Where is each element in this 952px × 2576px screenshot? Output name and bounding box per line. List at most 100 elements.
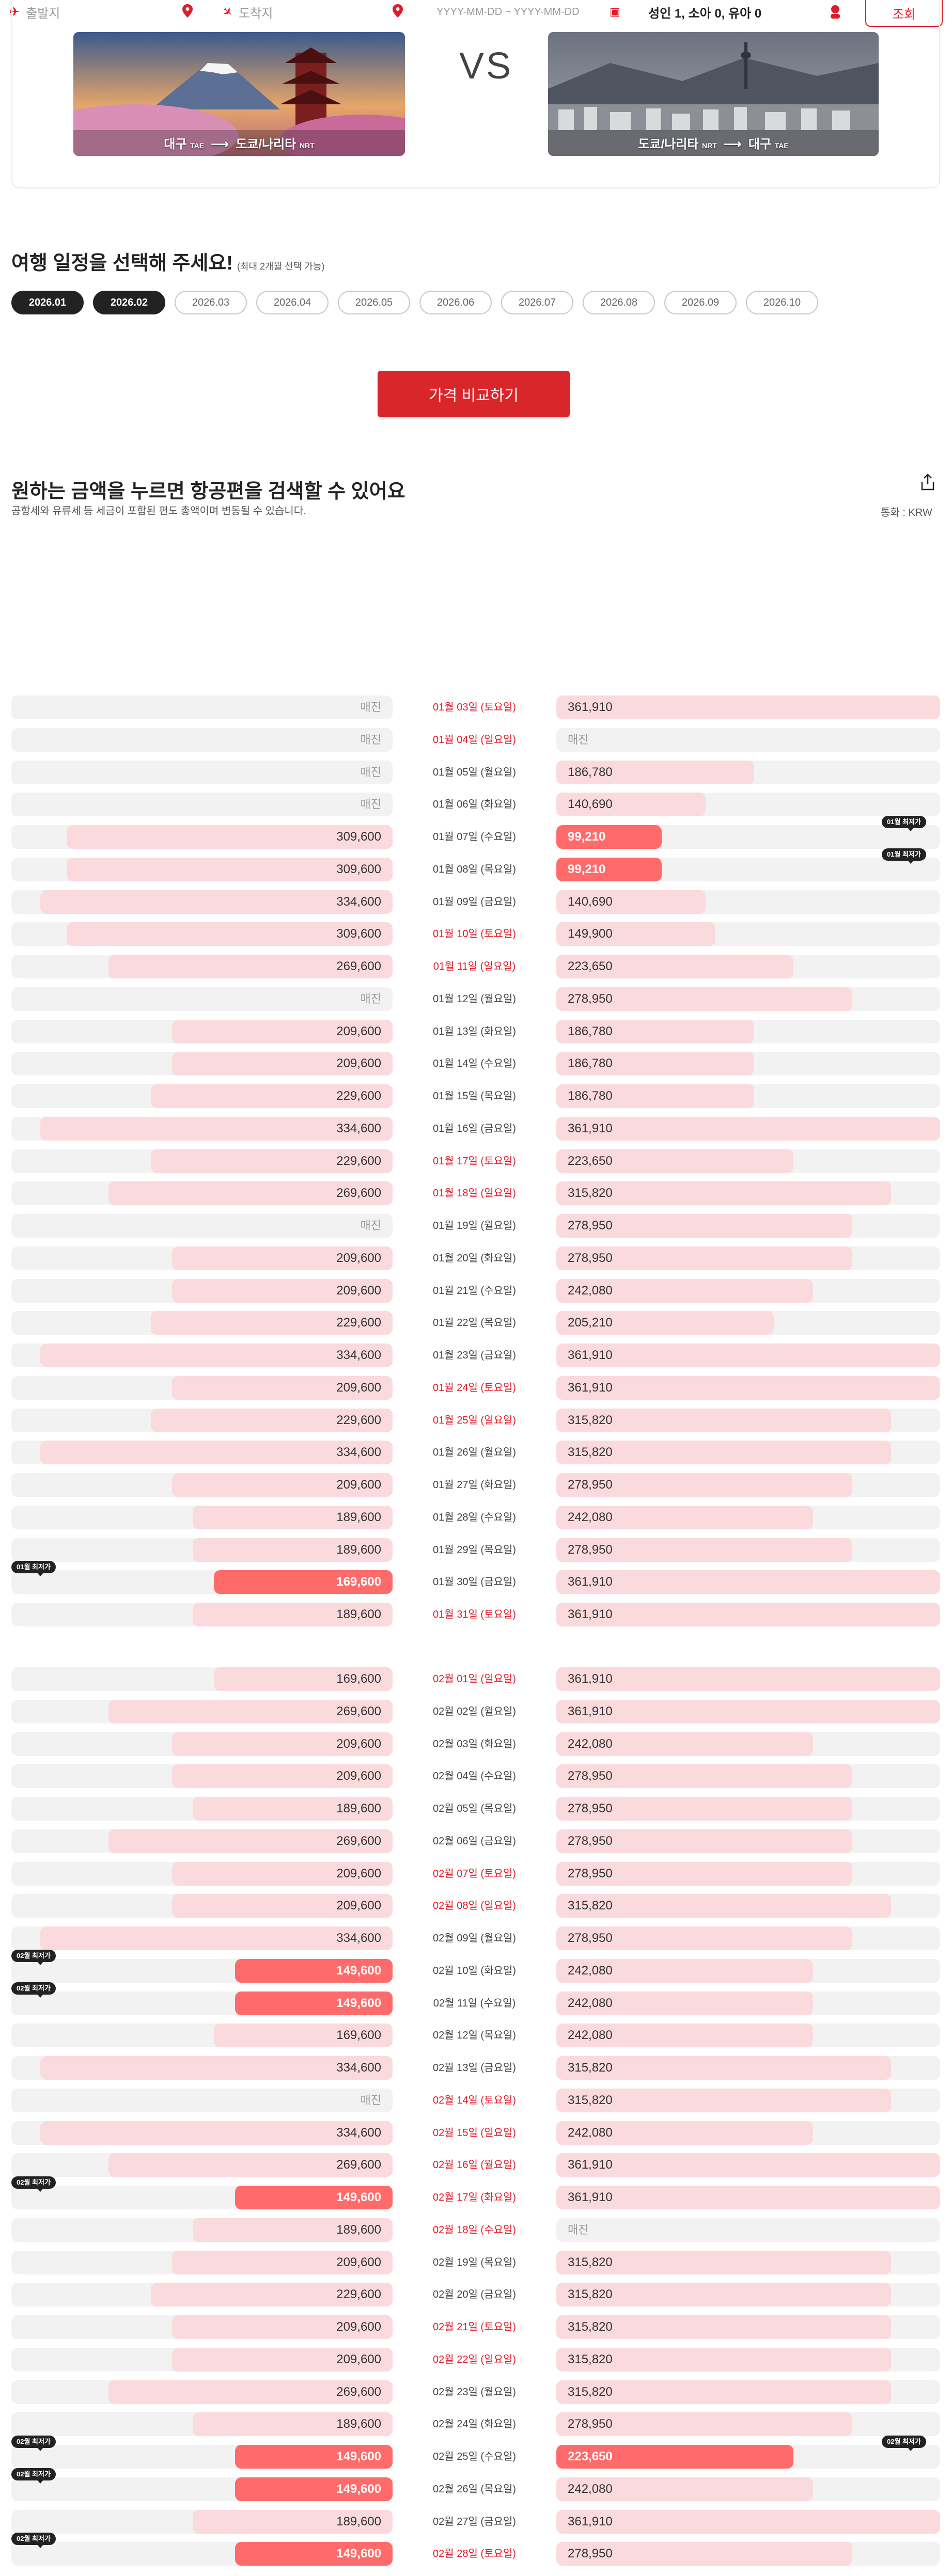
share-icon[interactable]	[919, 473, 936, 492]
return-fare-cell[interactable]: 315,820	[556, 2089, 940, 2112]
return-fare-cell[interactable]: 242,080	[556, 1279, 940, 1303]
outbound-fare-cell[interactable]: 229,600	[11, 1149, 393, 1173]
outbound-fare-cell[interactable]: 149,600	[11, 2542, 393, 2566]
outbound-fare-cell[interactable]: 229,600	[11, 1409, 393, 1432]
return-fare-cell[interactable]: 242,080	[556, 2121, 940, 2145]
month-chip[interactable]: 2026.05	[338, 291, 410, 314]
return-fare-cell[interactable]: 278,950	[556, 2542, 940, 2566]
outbound-fare-cell[interactable]: 209,600	[11, 1020, 393, 1044]
return-fare-cell[interactable]: 361,910	[556, 1667, 940, 1691]
return-fare-cell[interactable]: 361,910	[556, 696, 940, 719]
month-chip[interactable]: 2026.03	[175, 291, 247, 314]
return-fare-cell[interactable]: 278,950	[556, 1538, 940, 1562]
return-fare-cell[interactable]: 278,950	[556, 1214, 940, 1238]
month-chip[interactable]: 2026.07	[501, 291, 573, 314]
return-fare-cell[interactable]: 186,780	[556, 761, 940, 784]
outbound-fare-cell[interactable]: 309,600	[11, 858, 393, 881]
return-fare-cell[interactable]: 315,820	[556, 1894, 940, 1918]
return-fare-cell[interactable]: 361,910	[556, 1117, 940, 1141]
outbound-fare-cell[interactable]: 209,600	[11, 2251, 393, 2274]
outbound-fare-cell[interactable]: 334,600	[11, 2121, 393, 2145]
outbound-fare-cell[interactable]: 209,600	[11, 1279, 393, 1303]
return-fare-cell[interactable]: 223,650	[556, 2445, 940, 2469]
return-fare-cell[interactable]: 242,080	[556, 2477, 940, 2501]
outbound-fare-cell[interactable]: 229,600	[11, 1084, 393, 1108]
return-fare-cell[interactable]: 99,210	[556, 825, 940, 849]
return-fare-cell[interactable]: 278,950	[556, 2412, 940, 2436]
outbound-fare-cell[interactable]: 309,600	[11, 922, 393, 946]
outbound-fare-cell[interactable]: 149,600	[11, 2445, 393, 2469]
outbound-fare-cell[interactable]: 149,600	[11, 2186, 393, 2209]
outbound-fare-cell[interactable]: 334,600	[11, 1344, 393, 1367]
outbound-fare-cell[interactable]: 269,600	[11, 1829, 393, 1853]
outbound-fare-cell[interactable]: 309,600	[11, 825, 393, 849]
outbound-fare-cell[interactable]: 209,600	[11, 1473, 393, 1497]
return-fare-cell[interactable]: 361,910	[556, 1603, 940, 1626]
return-fare-cell[interactable]: 315,820	[556, 2315, 940, 2339]
outbound-fare-cell[interactable]: 189,600	[11, 1603, 393, 1626]
outbound-fare-cell[interactable]: 189,600	[11, 2510, 393, 2534]
return-fare-cell[interactable]: 315,820	[556, 2380, 940, 2404]
outbound-fare-cell[interactable]: 334,600	[11, 1926, 393, 1950]
return-fare-cell[interactable]: 278,950	[556, 1764, 940, 1788]
outbound-fare-cell[interactable]: 269,600	[11, 955, 393, 978]
passenger-field[interactable]: 성인 1, 소아 0, 유아 0	[648, 0, 845, 24]
return-fare-cell[interactable]: 361,910	[556, 2510, 940, 2534]
return-fare-cell[interactable]: 361,910	[556, 2186, 940, 2209]
return-fare-cell[interactable]: 99,210	[556, 858, 940, 881]
outbound-fare-cell[interactable]: 169,600	[11, 1667, 393, 1691]
return-fare-cell[interactable]: 140,690	[556, 890, 940, 914]
outbound-fare-cell[interactable]: 269,600	[11, 1181, 393, 1205]
return-fare-cell[interactable]: 242,080	[556, 1959, 940, 1983]
return-fare-cell[interactable]: 223,650	[556, 1149, 940, 1173]
month-chip[interactable]: 2026.04	[256, 291, 329, 314]
outbound-fare-cell[interactable]: 334,600	[11, 1441, 393, 1464]
outbound-fare-cell[interactable]: 149,600	[11, 2477, 393, 2501]
return-fare-cell[interactable]: 278,950	[556, 1473, 940, 1497]
outbound-fare-cell[interactable]: 229,600	[11, 1311, 393, 1335]
outbound-fare-cell[interactable]: 269,600	[11, 2380, 393, 2404]
month-chip[interactable]: 2026.08	[583, 291, 655, 314]
return-fare-cell[interactable]: 278,950	[556, 1829, 940, 1853]
return-fare-cell[interactable]: 149,900	[556, 922, 940, 946]
route-b-card[interactable]: 도쿄/나리타 NRT ⟶ 대구 TAE	[548, 32, 879, 156]
return-fare-cell[interactable]: 242,080	[556, 2024, 940, 2047]
return-fare-cell[interactable]: 205,210	[556, 1311, 940, 1335]
return-fare-cell[interactable]: 278,950	[556, 1246, 940, 1270]
return-fare-cell[interactable]: 186,780	[556, 1084, 940, 1108]
return-fare-cell[interactable]: 361,910	[556, 1344, 940, 1367]
outbound-fare-cell[interactable]: 209,600	[11, 2315, 393, 2339]
month-chip[interactable]: 2026.02	[93, 291, 165, 314]
outbound-fare-cell[interactable]: 169,600	[11, 1570, 393, 1594]
return-fare-cell[interactable]: 315,820	[556, 2348, 940, 2372]
outbound-fare-cell[interactable]: 269,600	[11, 1700, 393, 1724]
outbound-fare-cell[interactable]: 189,600	[11, 2218, 393, 2242]
outbound-fare-cell[interactable]: 209,600	[11, 1764, 393, 1788]
return-fare-cell[interactable]: 361,910	[556, 1570, 940, 1594]
return-fare-cell[interactable]: 186,780	[556, 1052, 940, 1076]
outbound-fare-cell[interactable]: 209,600	[11, 1862, 393, 1886]
outbound-fare-cell[interactable]: 149,600	[11, 1959, 393, 1983]
month-chip[interactable]: 2026.06	[419, 291, 492, 314]
month-chip[interactable]: 2026.10	[746, 291, 818, 314]
return-fare-cell[interactable]: 242,080	[556, 1732, 940, 1756]
outbound-fare-cell[interactable]: 229,600	[11, 2283, 393, 2306]
return-fare-cell[interactable]: 315,820	[556, 1409, 940, 1432]
outbound-fare-cell[interactable]: 189,600	[11, 1538, 393, 1562]
return-fare-cell[interactable]: 315,820	[556, 2251, 940, 2274]
outbound-fare-cell[interactable]: 189,600	[11, 1506, 393, 1529]
return-fare-cell[interactable]: 315,820	[556, 1181, 940, 1205]
outbound-fare-cell[interactable]: 209,600	[11, 2348, 393, 2372]
return-fare-cell[interactable]: 278,950	[556, 987, 940, 1011]
return-fare-cell[interactable]: 278,950	[556, 1862, 940, 1886]
outbound-fare-cell[interactable]: 189,600	[11, 1797, 393, 1821]
route-a-card[interactable]: 대구 TAE ⟶ 도쿄/나리타 NRT	[73, 32, 405, 156]
outbound-fare-cell[interactable]: 189,600	[11, 2412, 393, 2436]
return-fare-cell[interactable]: 186,780	[556, 1020, 940, 1044]
outbound-fare-cell[interactable]: 209,600	[11, 1246, 393, 1270]
return-fare-cell[interactable]: 242,080	[556, 1506, 940, 1529]
outbound-fare-cell[interactable]: 209,600	[11, 1376, 393, 1400]
return-fare-cell[interactable]: 361,910	[556, 1376, 940, 1400]
search-button[interactable]: 조회	[865, 0, 943, 27]
return-fare-cell[interactable]: 315,820	[556, 2283, 940, 2306]
